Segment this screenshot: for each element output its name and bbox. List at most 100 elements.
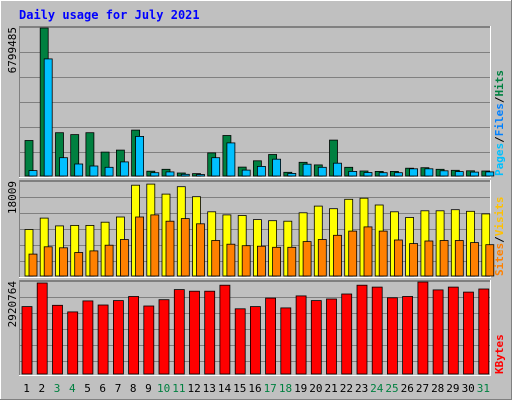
bar-kbytes-day-30 <box>463 291 474 375</box>
legend-separator: / <box>493 136 506 143</box>
bar-sites-day-20 <box>317 239 327 277</box>
legend-separator: / <box>493 236 506 243</box>
bar-files-day-9 <box>150 172 160 177</box>
bar-sites-day-24 <box>378 230 388 277</box>
x-tick-label-day-15: 15 <box>233 382 246 395</box>
bar-files-day-27 <box>424 168 434 177</box>
bar-files-day-21 <box>333 162 342 177</box>
bar-files-day-16 <box>256 165 266 177</box>
bar-sites-day-3 <box>59 247 68 277</box>
bar-files-day-30 <box>470 171 479 177</box>
bar-sites-day-6 <box>104 244 114 277</box>
x-tick-label-day-22: 22 <box>340 382 353 395</box>
bar-files-day-8 <box>135 135 145 177</box>
x-tick-label-day-6: 6 <box>99 382 106 395</box>
bar-files-day-4 <box>74 163 84 177</box>
x-tick-label-day-28: 28 <box>431 382 444 395</box>
bar-files-day-15 <box>241 169 251 177</box>
bar-kbytes-day-6 <box>97 304 109 375</box>
bar-files-day-12 <box>196 174 205 177</box>
bar-files-day-11 <box>180 173 190 177</box>
bar-files-day-6 <box>104 166 114 177</box>
x-tick-label-day-11: 11 <box>172 382 185 395</box>
x-tick-label-day-20: 20 <box>309 382 322 395</box>
bar-files-day-3 <box>59 157 68 177</box>
x-tick-label-day-21: 21 <box>324 382 337 395</box>
bar-kbytes-day-26 <box>402 296 414 375</box>
bar-files-day-28 <box>439 170 449 177</box>
bar-kbytes-day-27 <box>417 281 429 375</box>
legend-item-files: Files <box>493 103 506 136</box>
x-tick-label-day-29: 29 <box>446 382 459 395</box>
bar-sites-day-2 <box>43 246 53 277</box>
legend-item-visits: Visits <box>493 197 506 237</box>
bar-files-day-7 <box>120 161 129 177</box>
bar-sites-day-17 <box>272 246 282 277</box>
bar-kbytes-day-1 <box>21 306 33 375</box>
bar-sites-day-9 <box>150 214 160 277</box>
x-tick-label-day-16: 16 <box>248 382 261 395</box>
bar-kbytes-day-13 <box>204 290 216 375</box>
bar-files-day-5 <box>89 165 99 177</box>
bar-kbytes-day-17 <box>265 297 277 375</box>
bar-kbytes-day-23 <box>356 284 368 375</box>
x-tick-label-day-5: 5 <box>84 382 91 395</box>
bar-sites-day-13 <box>211 240 221 277</box>
bar-sites-day-5 <box>89 250 99 277</box>
x-tick-label-day-8: 8 <box>130 382 137 395</box>
x-tick-label-day-18: 18 <box>279 382 292 395</box>
bar-sites-day-15 <box>241 245 251 277</box>
bar-files-day-18 <box>287 172 297 177</box>
bar-sites-day-19 <box>302 241 312 277</box>
bar-files-day-31 <box>485 171 495 177</box>
x-tick-label-day-17: 17 <box>264 382 277 395</box>
bar-kbytes-day-19 <box>295 295 307 375</box>
bar-kbytes-day-22 <box>341 293 353 375</box>
panel-visits-sites: 18009 Sites/Visits <box>6 180 506 278</box>
x-tick-label-day-1: 1 <box>23 382 30 395</box>
bar-files-day-1 <box>28 170 38 177</box>
bar-files-day-25 <box>393 172 403 177</box>
legend-item-kbytes: KBytes <box>493 334 506 374</box>
bar-files-day-17 <box>272 158 282 177</box>
bar-sites-day-23 <box>363 226 373 277</box>
bar-files-day-19 <box>302 163 312 177</box>
y-axis-max-label: 18009 <box>6 181 19 214</box>
y-axis-max-label: 6799485 <box>6 27 19 73</box>
legend-separator: / <box>493 96 506 103</box>
x-tick-label-day-3: 3 <box>54 382 61 395</box>
bar-files-day-22 <box>348 170 358 177</box>
x-tick-label-day-27: 27 <box>416 382 429 395</box>
bar-kbytes-day-21 <box>326 298 337 375</box>
bar-kbytes-day-16 <box>249 306 261 375</box>
bar-sites-day-28 <box>439 240 449 277</box>
bar-sites-day-11 <box>180 218 190 277</box>
bar-files-day-20 <box>317 166 327 177</box>
x-tick-label-day-25: 25 <box>385 382 398 395</box>
bar-kbytes-day-2 <box>36 282 48 375</box>
panel-kbytes: 2920764 KBytes <box>6 280 506 376</box>
x-tick-label-day-14: 14 <box>218 382 232 395</box>
bar-kbytes-day-3 <box>52 304 63 375</box>
bar-sites-day-31 <box>485 244 495 277</box>
bar-sites-day-29 <box>454 240 464 277</box>
bar-files-day-23 <box>363 172 373 177</box>
legend-kbytes: KBytes <box>493 334 506 374</box>
bar-files-day-26 <box>409 168 419 177</box>
bar-files-day-29 <box>454 171 464 177</box>
bar-files-day-2 <box>43 58 53 177</box>
bar-kbytes-day-9 <box>143 305 155 375</box>
legend-item-pages: Pages <box>493 143 506 176</box>
x-tick-label-day-12: 12 <box>187 382 200 395</box>
bar-kbytes-day-4 <box>67 311 79 375</box>
bar-sites-day-18 <box>287 246 297 277</box>
x-tick-label-day-9: 9 <box>145 382 152 395</box>
bar-files-day-24 <box>378 172 388 177</box>
x-tick-label-day-13: 13 <box>203 382 216 395</box>
bar-kbytes-day-10 <box>158 299 170 375</box>
bar-kbytes-day-20 <box>310 300 322 375</box>
y-axis-max-label: 2920764 <box>6 281 19 328</box>
bar-kbytes-day-29 <box>447 286 459 375</box>
